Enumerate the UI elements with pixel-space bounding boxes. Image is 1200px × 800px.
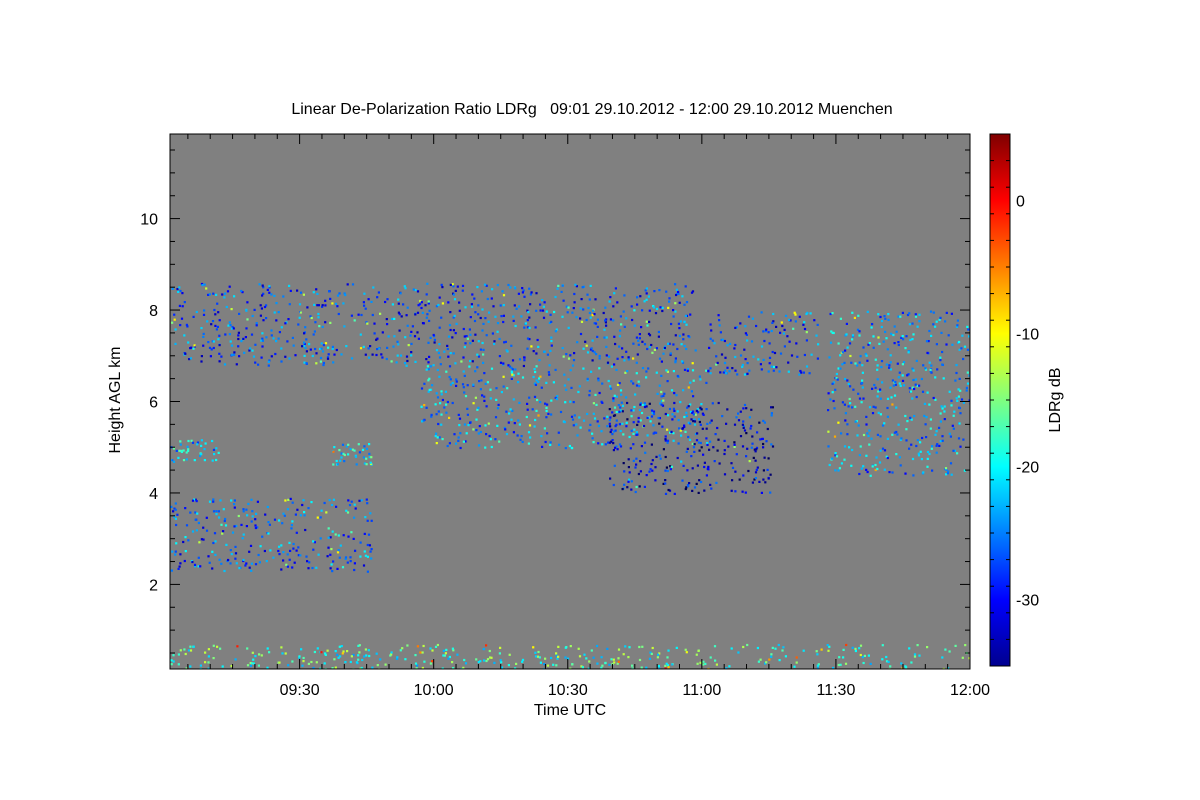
x-tick-label: 09:30 bbox=[280, 682, 320, 699]
y-tick-label: 4 bbox=[149, 486, 158, 503]
colorbar-tick-label: -30 bbox=[1016, 593, 1039, 610]
colorbar-label: LDRg dB bbox=[1047, 368, 1064, 433]
colorbar-tick-label: -20 bbox=[1016, 460, 1039, 477]
chart-title: Linear De-Polarization Ratio LDRg 09:01 … bbox=[291, 101, 892, 118]
cloud-feature bbox=[170, 497, 373, 573]
colorbar-tick-label: -10 bbox=[1016, 327, 1039, 344]
colorbar-tick-label: 0 bbox=[1016, 194, 1025, 211]
cloud-layer bbox=[170, 282, 970, 669]
cloud-feature bbox=[331, 443, 373, 466]
colorbar-ticks: 0 -10 -20 -30 bbox=[990, 133, 1039, 667]
axis-ticks bbox=[170, 134, 971, 669]
y-tick-label: 2 bbox=[149, 577, 158, 594]
tick-labels: 09:30 10:00 10:30 11:00 11:30 12:00 2 4 6 8 10 bbox=[140, 212, 990, 699]
x-axis-label: Time UTC bbox=[534, 702, 606, 719]
cloud-feature bbox=[707, 311, 820, 376]
cloud-feature bbox=[170, 643, 970, 669]
y-axis-label: Height AGL km bbox=[107, 346, 124, 453]
x-tick-label: 11:30 bbox=[816, 682, 855, 699]
x-tick-label: 10:30 bbox=[548, 682, 588, 699]
y-tick-label: 8 bbox=[149, 303, 158, 320]
cloud-feature bbox=[420, 365, 709, 450]
cloud-feature bbox=[608, 401, 775, 495]
x-tick-label: 10:00 bbox=[414, 682, 454, 699]
cloud-feature bbox=[171, 282, 697, 368]
x-tick-label: 11:00 bbox=[682, 682, 721, 699]
x-tick-label: 12:00 bbox=[950, 682, 990, 699]
y-tick-label: 10 bbox=[140, 212, 158, 229]
y-tick-label: 6 bbox=[149, 395, 158, 412]
cloud-feature bbox=[827, 310, 970, 477]
